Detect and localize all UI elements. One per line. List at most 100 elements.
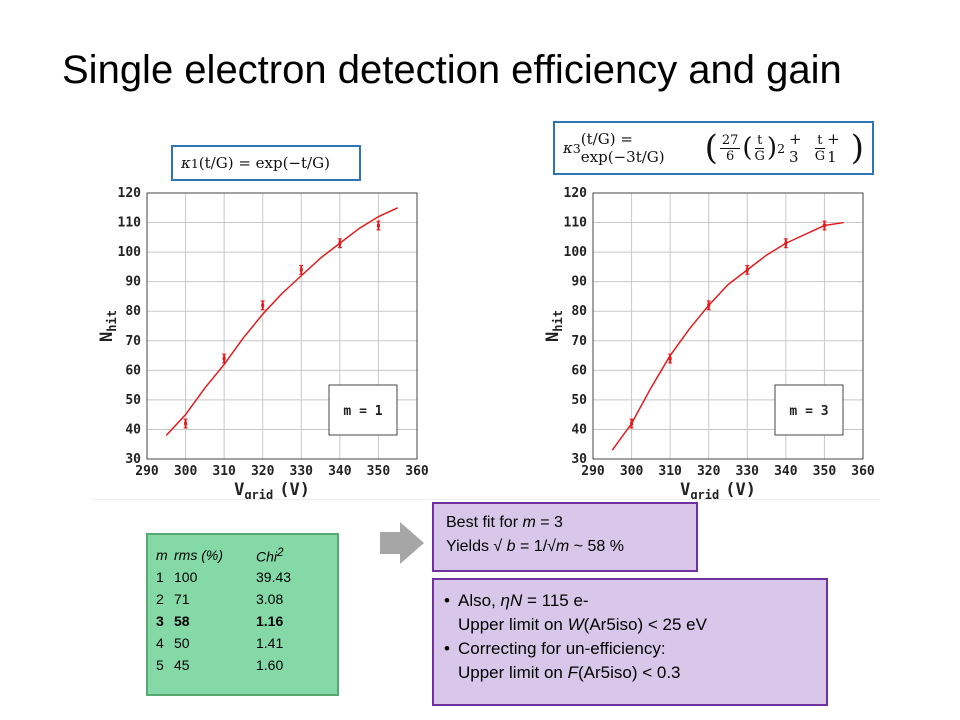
y-tick-label: 80 bbox=[125, 304, 141, 319]
y-tick-label: 90 bbox=[125, 275, 141, 290]
formula2-arg: (t/G) = exp(−3t/G) bbox=[580, 130, 665, 166]
formula2-kappa: κ bbox=[563, 139, 573, 157]
table-row: 4 50 1.41 bbox=[156, 632, 329, 654]
table-cell: 100 bbox=[174, 569, 198, 585]
legend-box bbox=[774, 384, 844, 436]
best-fit-box: Best fit for m = 3 Yields √ b = 1/√m ~ 5… bbox=[432, 502, 698, 572]
x-tick-label: 340 bbox=[774, 464, 798, 479]
formula2-tail: + 1 bbox=[827, 130, 840, 166]
frac-27-6: 27 6 bbox=[719, 132, 741, 164]
y-tick-label: 110 bbox=[564, 216, 588, 231]
table-cell: 1.41 bbox=[256, 635, 284, 651]
formula1-kappa: κ bbox=[181, 154, 191, 172]
y-tick-label: 100 bbox=[564, 245, 588, 260]
data-point bbox=[261, 303, 265, 307]
table-cell: 2 bbox=[156, 591, 164, 607]
x-tick-label: 310 bbox=[658, 464, 682, 479]
fit-curve bbox=[165, 207, 399, 436]
y-tick-label: 70 bbox=[125, 334, 141, 349]
x-tick-label: 290 bbox=[581, 464, 605, 479]
table-cell: 3 bbox=[156, 613, 164, 629]
chart-m3: 290 300 310 320 330 340 350 360 30 40 50 60 70 80 90 10… bbox=[543, 186, 875, 500]
y-tick-label: 40 bbox=[125, 422, 141, 437]
x-tick-label: 350 bbox=[367, 464, 391, 479]
table-cell: 50 bbox=[174, 635, 190, 651]
legend-text: m = 3 bbox=[789, 404, 828, 419]
formula2-plus: + 3 bbox=[789, 130, 802, 166]
data-point bbox=[299, 268, 303, 272]
formula2-sub: 3 bbox=[572, 140, 581, 156]
formula2-sq: 2 bbox=[777, 140, 786, 156]
y-tick-label: 30 bbox=[125, 452, 141, 467]
x-tick-label: 350 bbox=[813, 464, 837, 479]
table-cell: 71 bbox=[174, 591, 190, 607]
data-point bbox=[376, 224, 380, 228]
y-axis-label: Nhit bbox=[543, 310, 565, 342]
x-tick-label: 320 bbox=[251, 464, 275, 479]
table-header: m rms (%) Chi2 bbox=[156, 545, 284, 565]
conclusions-box: • Also, ηN = 115 e- Upper limit on W(Ar5i… bbox=[432, 578, 828, 706]
y-tick-label: 80 bbox=[571, 304, 587, 319]
table-cell: 3.08 bbox=[256, 591, 284, 607]
table-row: 3 58 1.16 bbox=[156, 610, 329, 632]
formula1-sub: 1 bbox=[190, 155, 199, 171]
table-row: 5 45 1.60 bbox=[156, 654, 329, 676]
plot-frame bbox=[146, 192, 418, 460]
table-cell: 1.16 bbox=[256, 613, 284, 629]
table-cell: 1.60 bbox=[256, 657, 284, 673]
table-cell: 1 bbox=[156, 569, 164, 585]
x-axis-label: Vgrid (V) bbox=[680, 480, 756, 500]
fit-curve bbox=[611, 221, 844, 451]
chart-m1: 290 300 310 320 330 340 350 360 30 40 50 60 70 80 90 10… bbox=[97, 186, 429, 500]
x-axis-label: Vgrid (V) bbox=[234, 480, 310, 500]
bullet-1: • Also, ηN = 115 e- bbox=[444, 591, 589, 610]
data-point bbox=[668, 357, 672, 361]
formula-kappa1: κ 1 (t/G) = exp(−t/G) bbox=[171, 145, 361, 181]
y-tick-label: 40 bbox=[571, 422, 587, 437]
bullet-1-line2: Upper limit on W(Ar5iso) < 25 eV bbox=[458, 615, 707, 634]
best-fit-line1: Best fit for m = 3 bbox=[446, 514, 563, 531]
x-tick-label: 300 bbox=[620, 464, 644, 479]
table-cell: 5 bbox=[156, 657, 164, 673]
x-tick-label: 300 bbox=[174, 464, 198, 479]
bullet-2: • Correcting for un-efficiency: bbox=[444, 639, 666, 658]
y-tick-label: 50 bbox=[571, 393, 587, 408]
x-tick-label: 340 bbox=[328, 464, 352, 479]
table-cell: 4 bbox=[156, 635, 164, 651]
y-tick-label: 60 bbox=[571, 363, 587, 378]
best-fit-line2: Yields √ b = 1/√m ~ 58 % bbox=[446, 538, 624, 555]
x-tick-label: 360 bbox=[405, 464, 429, 479]
x-tick-label: 330 bbox=[736, 464, 760, 479]
x-tick-label: 290 bbox=[135, 464, 159, 479]
y-tick-label: 120 bbox=[564, 186, 588, 201]
table-cell: 45 bbox=[174, 657, 190, 673]
y-tick-label: 120 bbox=[118, 186, 142, 201]
slide-title: Single electron detection efficiency and… bbox=[62, 48, 842, 92]
x-tick-label: 310 bbox=[212, 464, 236, 479]
results-table: m rms (%) Chi2 1 100 39.43 2 71 3.08 3 58 1.16 4 5… bbox=[146, 533, 339, 696]
legend-text: m = 1 bbox=[343, 404, 382, 419]
data-point bbox=[184, 422, 188, 426]
bullet-2-line2: Upper limit on F(Ar5iso) < 0.3 bbox=[458, 663, 681, 682]
y-tick-label: 100 bbox=[118, 245, 142, 260]
y-tick-label: 90 bbox=[571, 275, 587, 290]
right-arrow-icon bbox=[380, 522, 424, 564]
table-body: 1 100 39.43 2 71 3.08 3 58 1.16 4 50 1.41 5 45 1.60 bbox=[156, 566, 329, 676]
x-tick-label: 360 bbox=[851, 464, 875, 479]
y-tick-label: 110 bbox=[118, 216, 142, 231]
divider bbox=[92, 499, 880, 500]
legend-box bbox=[328, 384, 398, 436]
y-tick-label: 30 bbox=[571, 452, 587, 467]
y-axis-label: Nhit bbox=[97, 310, 119, 342]
data-point bbox=[222, 357, 226, 361]
y-tick-label: 60 bbox=[125, 363, 141, 378]
formula1-arg: (t/G) = exp(−t/G) bbox=[198, 154, 330, 172]
y-tick-label: 50 bbox=[125, 393, 141, 408]
table-cell: 58 bbox=[174, 613, 190, 629]
table-row: 1 100 39.43 bbox=[156, 566, 329, 588]
plot-frame bbox=[592, 192, 864, 460]
y-tick-label: 70 bbox=[571, 334, 587, 349]
